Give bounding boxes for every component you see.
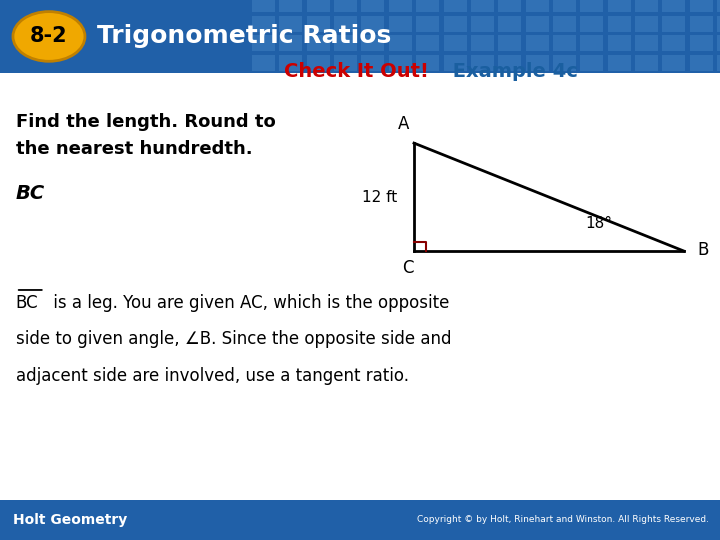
Bar: [361, 35, 384, 51]
Bar: [526, 35, 549, 51]
Bar: [662, 0, 685, 12]
Bar: [361, 0, 384, 12]
Bar: [361, 16, 384, 32]
Text: C: C: [402, 259, 414, 277]
Text: A: A: [397, 116, 409, 133]
Bar: [361, 55, 384, 71]
Bar: [252, 35, 275, 51]
Bar: [553, 55, 576, 71]
Text: 8-2: 8-2: [30, 26, 68, 46]
Bar: [279, 35, 302, 51]
Bar: [471, 35, 494, 51]
Text: adjacent side are involved, use a tangent ratio.: adjacent side are involved, use a tangen…: [16, 367, 409, 384]
Text: Trigonometric Ratios: Trigonometric Ratios: [97, 24, 392, 49]
Bar: [471, 16, 494, 32]
Bar: [717, 16, 720, 32]
Bar: [580, 35, 603, 51]
Bar: [471, 0, 494, 12]
Bar: [334, 35, 357, 51]
Text: BC: BC: [16, 294, 38, 312]
Bar: [252, 55, 275, 71]
Bar: [416, 55, 439, 71]
Bar: [526, 16, 549, 32]
Bar: [635, 35, 658, 51]
Bar: [690, 16, 713, 32]
Bar: [498, 55, 521, 71]
Bar: [635, 16, 658, 32]
Text: BC: BC: [16, 184, 45, 202]
Bar: [279, 55, 302, 71]
Text: B: B: [697, 241, 708, 259]
Bar: [690, 0, 713, 12]
Bar: [526, 55, 549, 71]
Text: 12 ft: 12 ft: [362, 190, 397, 205]
Bar: [334, 0, 357, 12]
Bar: [334, 16, 357, 32]
Bar: [608, 55, 631, 71]
Bar: [444, 16, 467, 32]
Bar: [662, 55, 685, 71]
Bar: [444, 0, 467, 12]
Bar: [635, 0, 658, 12]
Bar: [717, 35, 720, 51]
Ellipse shape: [13, 11, 85, 61]
Bar: [389, 16, 412, 32]
Bar: [279, 16, 302, 32]
Bar: [717, 0, 720, 12]
Bar: [307, 16, 330, 32]
Bar: [498, 0, 521, 12]
Bar: [389, 0, 412, 12]
Bar: [279, 0, 302, 12]
Bar: [580, 16, 603, 32]
Bar: [498, 35, 521, 51]
Bar: [252, 16, 275, 32]
Bar: [307, 35, 330, 51]
Text: 18°: 18°: [585, 215, 613, 231]
Bar: [608, 35, 631, 51]
Bar: [444, 35, 467, 51]
Bar: [553, 35, 576, 51]
Bar: [553, 16, 576, 32]
Bar: [498, 16, 521, 32]
Bar: [526, 0, 549, 12]
Bar: [416, 35, 439, 51]
Bar: [416, 16, 439, 32]
Bar: [580, 0, 603, 12]
Bar: [662, 16, 685, 32]
Bar: [444, 55, 467, 71]
Bar: [717, 55, 720, 71]
Text: is a leg. You are given AC, which is the opposite: is a leg. You are given AC, which is the…: [48, 294, 449, 312]
Text: Find the length. Round to: Find the length. Round to: [16, 113, 276, 131]
Bar: [553, 0, 576, 12]
Bar: [690, 55, 713, 71]
Text: Check It Out!: Check It Out!: [284, 62, 429, 81]
Bar: [662, 35, 685, 51]
Bar: [334, 55, 357, 71]
Bar: [690, 35, 713, 51]
Bar: [635, 55, 658, 71]
Bar: [252, 0, 275, 12]
Text: the nearest hundredth.: the nearest hundredth.: [16, 140, 253, 158]
Text: Holt Geometry: Holt Geometry: [13, 513, 127, 526]
Bar: [307, 0, 330, 12]
Text: Example 4c: Example 4c: [446, 62, 578, 81]
Bar: [608, 0, 631, 12]
Text: Copyright © by Holt, Rinehart and Winston. All Rights Reserved.: Copyright © by Holt, Rinehart and Winsto…: [417, 515, 709, 524]
Bar: [471, 55, 494, 71]
Bar: [0, 0, 720, 73]
Bar: [389, 55, 412, 71]
Bar: [0, 500, 720, 540]
Text: side to given angle, ∠B. Since the opposite side and: side to given angle, ∠B. Since the oppos…: [16, 330, 451, 348]
Bar: [307, 55, 330, 71]
Bar: [580, 55, 603, 71]
Bar: [416, 0, 439, 12]
Bar: [389, 35, 412, 51]
Bar: [608, 16, 631, 32]
